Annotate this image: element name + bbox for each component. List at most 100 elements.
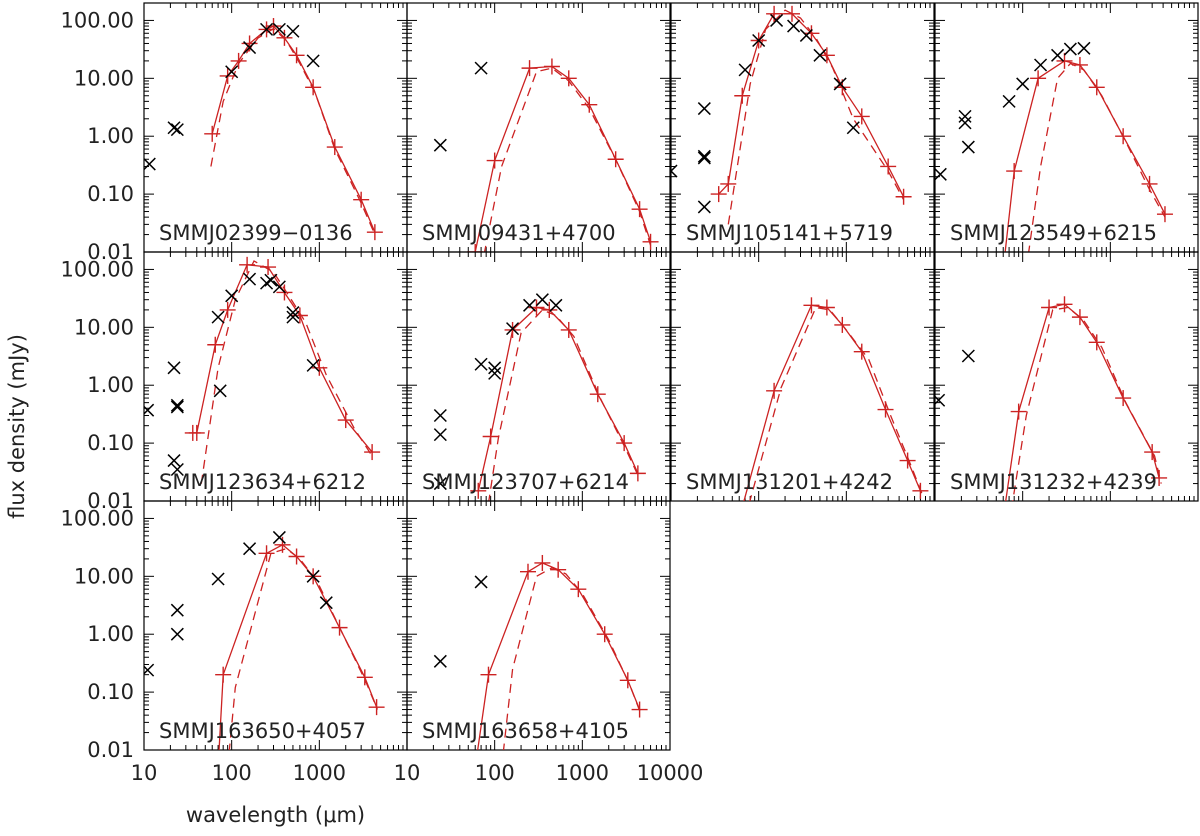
panel-ticks: [143, 500, 408, 751]
model-point: [1144, 444, 1161, 461]
panel-ticks: [934, 251, 1199, 502]
model-point: [1030, 70, 1047, 87]
model-point: [607, 151, 624, 168]
model-point: [326, 139, 343, 156]
model-point: [1115, 390, 1132, 407]
model-point: [834, 316, 851, 333]
y-tick-label: 10.00: [74, 315, 134, 339]
panel-title: SMMJ131201+4242: [686, 470, 893, 494]
model-point: [366, 224, 383, 241]
model-point: [731, 510, 747, 526]
model-point: [1151, 469, 1168, 486]
panel-frame: [670, 251, 935, 502]
model-dashed-line: [200, 260, 373, 484]
model-point: [1041, 299, 1058, 316]
observed-point: [787, 19, 801, 33]
model-point: [589, 386, 606, 403]
observed-point: [935, 393, 946, 407]
observed-point: [961, 349, 975, 363]
observed-point: [1063, 42, 1077, 56]
observed-point: [272, 280, 286, 294]
observed-point: [1077, 41, 1091, 55]
observed-point: [243, 272, 257, 286]
model-point: [482, 428, 499, 445]
panel-frame: [934, 251, 1199, 502]
panel-title: SMMJ123634+6212: [159, 470, 366, 494]
model-point: [783, 5, 800, 22]
model-point: [204, 125, 221, 142]
observed-point: [170, 603, 184, 617]
model-point: [1071, 56, 1088, 73]
y-tick-label: 0.01: [87, 738, 134, 762]
model-dashed-line: [727, 9, 905, 225]
observed-point: [846, 121, 860, 135]
panel-5: SMMJ123634+6212 100.00 10.00 1.00 0.10 0.01: [61, 251, 408, 513]
model-solid-line: [477, 306, 639, 491]
model-point: [766, 382, 783, 399]
x-tick-label: 100: [212, 761, 252, 785]
model-point: [331, 619, 348, 636]
observed-point: [243, 542, 257, 556]
model-dashed-line: [228, 547, 378, 750]
observed-point: [433, 477, 447, 491]
observed-point: [170, 627, 184, 641]
model-point: [710, 186, 727, 203]
observed-point: [697, 102, 711, 116]
observed-point: [167, 361, 181, 375]
panel-frame: [406, 500, 671, 751]
model-point: [356, 669, 373, 686]
observed-point: [144, 663, 155, 677]
model-point: [470, 482, 487, 499]
observed-point: [170, 400, 184, 414]
model-point: [480, 666, 497, 683]
panel-ticks: [670, 251, 935, 502]
observed-point: [671, 164, 678, 178]
model-point: [619, 672, 636, 689]
panel-title: SMMJ105141+5719: [686, 221, 893, 245]
model-point: [550, 561, 567, 578]
model-point: [629, 465, 646, 482]
model-point: [818, 47, 835, 64]
panel-4: SMMJ123549+6215: [934, 2, 1199, 253]
observed-point: [697, 151, 711, 165]
panel-title: SMMJ163658+4105: [422, 719, 629, 743]
observed-point: [488, 366, 502, 380]
observed-point: [697, 200, 711, 214]
model-point: [353, 191, 370, 208]
observed-point: [306, 358, 320, 372]
model-point: [995, 510, 1011, 526]
observed-point: [474, 575, 488, 589]
model-dashed-line: [210, 27, 376, 235]
observed-point: [1051, 48, 1065, 62]
model-point: [219, 301, 236, 318]
model-solid-line: [718, 13, 905, 198]
model-point: [215, 666, 232, 683]
model-point: [1006, 163, 1023, 180]
model-point: [311, 359, 328, 376]
observed-point: [211, 572, 225, 586]
panel-title: SMMJ163650+4057: [159, 719, 366, 743]
panel-7: SMMJ131201+4242: [670, 251, 935, 526]
observed-point: [935, 167, 947, 181]
observed-point: [958, 109, 972, 123]
observed-point: [170, 398, 184, 412]
observed-point: [1002, 94, 1016, 108]
observed-point: [813, 48, 827, 62]
model-point: [276, 29, 293, 46]
model-point: [880, 158, 897, 175]
y-tick-label: 0.10: [87, 431, 134, 455]
model-point: [288, 47, 305, 64]
panel-title: SMMJ09431+4700: [422, 221, 616, 245]
model-point: [265, 18, 282, 35]
observed-point: [535, 293, 549, 307]
y-tick-label: 100.00: [61, 257, 134, 281]
observed-point: [170, 123, 184, 137]
model-point: [631, 701, 648, 718]
observed-point: [306, 54, 320, 68]
model-point: [486, 152, 503, 169]
observed-point: [319, 596, 333, 610]
model-point: [803, 297, 820, 314]
